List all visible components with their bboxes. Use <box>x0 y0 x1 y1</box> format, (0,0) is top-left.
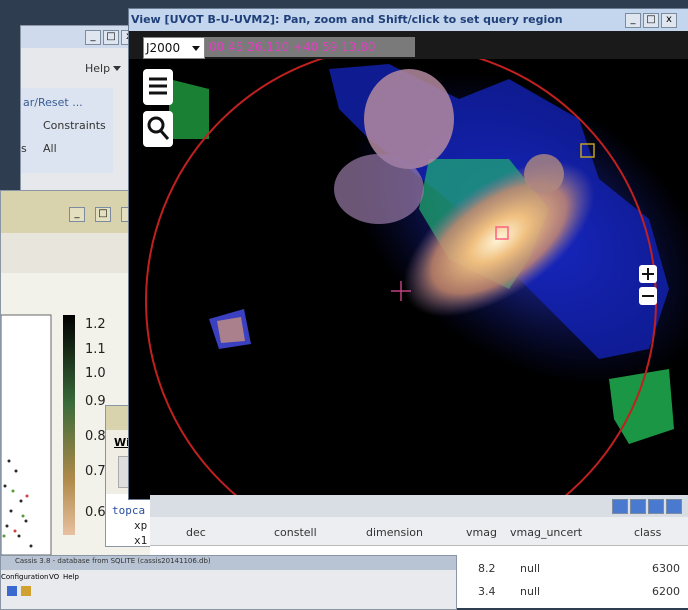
zoom-tool-button[interactable] <box>143 111 173 147</box>
maximize-button[interactable]: □ <box>103 30 119 45</box>
prefs-window: _ □ x Help ar/Reset ... Constraints s Al… <box>20 25 142 192</box>
column-header[interactable]: constell <box>274 526 317 539</box>
console-line: x1 <box>134 534 148 547</box>
column-header[interactable]: vmag <box>466 526 497 539</box>
table-button[interactable] <box>630 499 646 514</box>
maximize-button[interactable]: □ <box>95 207 111 222</box>
scatter-plot <box>1 314 75 556</box>
marker <box>580 143 595 158</box>
marker <box>495 226 509 240</box>
colorbar-tick-label: 0.9 <box>85 394 106 409</box>
list-item[interactable]: ar/Reset ... <box>23 96 83 109</box>
menu-item[interactable]: Help <box>63 573 79 581</box>
sky-image <box>143 59 688 499</box>
table-cell: 6200 <box>652 585 680 598</box>
toolbar <box>1 233 151 273</box>
dropdown-arrow <box>192 46 200 51</box>
crosshair <box>391 281 411 301</box>
table-button[interactable] <box>648 499 664 514</box>
colorbar <box>63 315 75 535</box>
table-panel: dec constell dimension vmag vmag_uncert … <box>150 495 688 608</box>
minimize-button[interactable]: _ <box>625 13 641 28</box>
maximize-button[interactable]: □ <box>643 13 659 28</box>
colorbar-tick-label: 1.2 <box>85 317 106 332</box>
table-header <box>150 517 688 546</box>
toolbar-icon[interactable] <box>21 586 31 596</box>
help-menu[interactable]: Help <box>85 62 111 75</box>
console-line: topca <box>112 504 146 517</box>
colorbar-tick-label: 1.0 <box>85 366 106 381</box>
minimize-button[interactable]: _ <box>85 30 101 45</box>
table-button[interactable] <box>666 499 682 514</box>
close-button[interactable]: x <box>661 13 677 28</box>
column-header[interactable]: dec <box>186 526 206 539</box>
table-cell: null <box>520 585 541 598</box>
column-header[interactable]: vmag_uncert <box>510 526 583 539</box>
column-header[interactable]: dimension <box>366 526 423 539</box>
cassis-window: Cassis 3.8 - database from SQLITE (cassi… <box>0 555 457 610</box>
menu-arrow <box>113 66 121 71</box>
minimize-button[interactable]: _ <box>69 207 85 222</box>
table-toolbar <box>150 495 688 517</box>
table-button[interactable] <box>612 499 628 514</box>
image-window: View [UVOT B-U-UVM2]: Pan, zoom and Shif… <box>128 8 688 500</box>
title-bar <box>129 9 688 31</box>
menu-item[interactable]: VO <box>49 573 60 581</box>
colorbar-tick-label: 0.6 <box>85 505 106 520</box>
table-cell: 6300 <box>652 562 680 575</box>
list-item[interactable]: All <box>43 142 57 155</box>
column-header[interactable]: class <box>634 526 662 539</box>
table-cell: null <box>520 562 541 575</box>
list-item[interactable]: Constraints <box>43 119 106 132</box>
zoom-in-button[interactable] <box>639 265 657 283</box>
coordinate-field[interactable]: 00 45 26.110 +40 59 13.80 <box>205 37 415 57</box>
frame-dropdown[interactable]: J2000 <box>143 37 205 59</box>
list-label: s <box>21 142 27 155</box>
toolbar-icon[interactable] <box>7 586 17 596</box>
console-line: xp <box>134 519 148 532</box>
title-bar <box>1 556 456 570</box>
colorbar-tick-label: 1.1 <box>85 342 106 357</box>
colorbar-tick-label: 0.7 <box>85 464 106 479</box>
table-cell: 8.2 <box>478 562 496 575</box>
layers-button[interactable] <box>143 69 173 105</box>
coordinates: 00 45 26.110 +40 59 13.80 <box>209 40 376 54</box>
menu-item[interactable]: Configuration <box>1 573 49 581</box>
colorbar-tick-label: 0.8 <box>85 429 106 444</box>
plot-area <box>1 314 52 556</box>
list-panel <box>21 88 113 173</box>
window-title: View [UVOT B-U-UVM2]: Pan, zoom and Shif… <box>131 13 563 26</box>
window-title: Cassis 3.8 - database from SQLITE (cassi… <box>15 557 211 565</box>
table-cell: 3.4 <box>478 585 496 598</box>
console-area <box>106 494 156 546</box>
zoom-out-button[interactable] <box>639 287 657 305</box>
frame-label: J2000 <box>146 41 181 55</box>
